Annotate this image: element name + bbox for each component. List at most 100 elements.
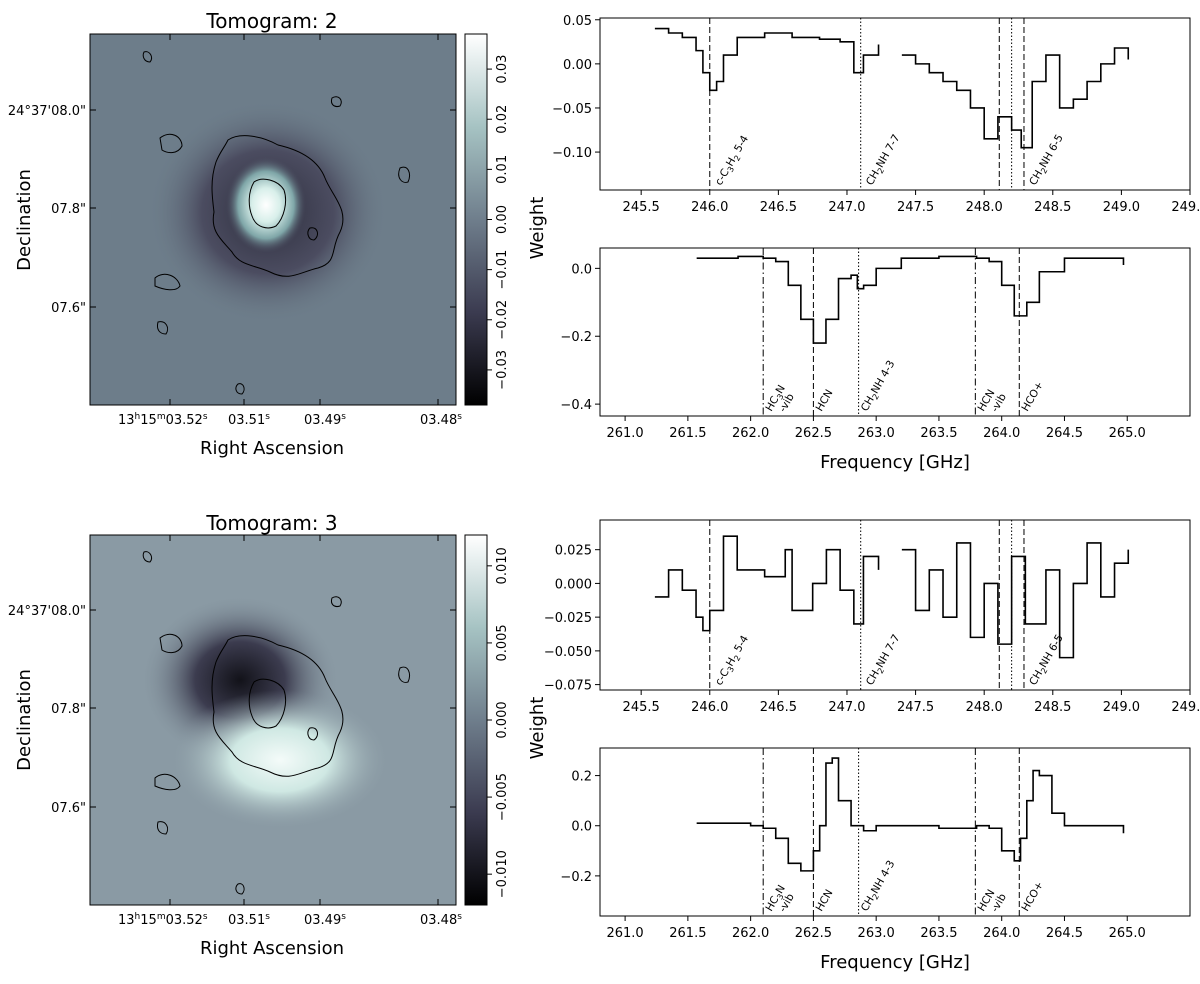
spectrum-1-marker-label-4: HCO+ xyxy=(1019,380,1046,414)
tomogram-2-panel: Tomogram: 2 13h15m03.52s 03.51s 03.49s 0… xyxy=(8,9,510,459)
spectrum-1-xtick-label: 264.0 xyxy=(983,426,1020,441)
spectrum-0-series-0 xyxy=(654,27,880,92)
spectrum-2-ytick-label: −0.075 xyxy=(544,679,592,694)
spectrum-0-ytick-label: −0.10 xyxy=(552,146,592,161)
tomogram-2-contour-inner xyxy=(248,178,287,229)
tomogram-3-panel: Tomogram: 3 13h15m03.52s 03.51s 03.49s 0… xyxy=(8,511,510,959)
spectrum-0-xtick-label: 249.5 xyxy=(1171,200,1200,215)
spectrum-3-marker-label-4: HCO+ xyxy=(1019,880,1046,914)
spectrum-plot-3: HC3N-vib HCN CH2NH 4-3 HCN-vib HCO+ 261.0 261.… xyxy=(560,747,1191,973)
spectrum-1-ytick-label: −0.2 xyxy=(560,330,592,345)
spectrum-1-xtick-label: 262.0 xyxy=(732,426,769,441)
spectrum-2-marker-label-0: c-C3H2 5-4 xyxy=(713,633,753,688)
spectrum-3-xtick-label: 262.0 xyxy=(732,926,769,941)
tomogram-2-dec-tick-2: 07.6" xyxy=(51,301,86,316)
spectrum-1-frame xyxy=(599,247,1191,417)
spectrum-3-xtick-label: 263.0 xyxy=(858,926,895,941)
tomogram-3-cbar-tick-label: 0.005 xyxy=(495,624,510,661)
spectrum-3-marker-label-3: HCN-vib xyxy=(976,885,1010,919)
spectrum-2-xtick-label: 247.5 xyxy=(897,700,934,715)
spectrum-0-xtick-label: 245.5 xyxy=(623,200,660,215)
spectrum-0-frame xyxy=(599,17,1191,191)
spectrum-0-xtick-label: 248.5 xyxy=(1034,200,1071,215)
spectrum-2-xtick-label: 248.5 xyxy=(1034,700,1071,715)
spectrum-3-xtick-label: 264.0 xyxy=(983,926,1020,941)
tomogram-3-dec-tick-1: 07.8" xyxy=(51,702,86,717)
tomogram-3-dec-tick-0: 24°37'08.0" xyxy=(8,604,86,619)
tomogram-3-ra-tick-0: 13h15m03.52s xyxy=(118,912,208,928)
spectrum-3-xtick-label: 261.0 xyxy=(606,926,643,941)
tomogram-3-dec-ticks: 24°37'08.0" 07.8" 07.6" xyxy=(8,604,456,816)
spectrum-3-marker-label-0: HC3N-vib xyxy=(763,883,798,919)
tomogram-2-title: Tomogram: 2 xyxy=(205,9,337,33)
spectrum-0-xtick-label: 249.0 xyxy=(1103,200,1140,215)
spectrum-3-xtick-label: 265.0 xyxy=(1109,926,1146,941)
tomogram-2-ra-tick-3: 03.48s xyxy=(420,412,462,428)
spectrum-0-marker-label-0: c-C3H2 5-4 xyxy=(713,133,753,188)
spectrum-0-ytick-label: 0.05 xyxy=(563,14,592,29)
spectrum-3-xtick-label: 262.5 xyxy=(795,926,832,941)
tomogram-2-cbar-tick-label: −0.02 xyxy=(495,300,510,340)
tomogram-3-ylabel: Declination xyxy=(14,669,35,771)
tomogram-3-contour-outer xyxy=(211,635,344,777)
spectrum-2-xtick-label: 246.5 xyxy=(760,700,797,715)
tomogram-3-ra-tick-1: 03.51s xyxy=(228,912,270,928)
spectrum-3-ytick-label: 0.0 xyxy=(571,820,592,835)
tomogram-3-frame xyxy=(89,534,457,906)
spectrum-3-xtick-label: 264.5 xyxy=(1046,926,1083,941)
spectrum-2-xtick-label: 248.0 xyxy=(966,700,1003,715)
spectra-plots: c-C3H2 5-4 CH2NH 7-7 CH2NH 6-5 245.5 246.0 24… xyxy=(544,14,1200,973)
tomogram-2-ra-tick-1: 03.51s xyxy=(228,412,270,428)
spectrum-3-xtick-label: 263.5 xyxy=(920,926,957,941)
spectrum-3-marker-label-1: HCN xyxy=(814,888,836,914)
tomogram-3-ra-tick-3: 03.48s xyxy=(420,912,462,928)
spectrum-1-marker-label-2: CH2NH 4-3 xyxy=(859,359,899,415)
spectrum-1-xtick-label: 263.0 xyxy=(858,426,895,441)
tomogram-2-xlabel: Right Ascension xyxy=(200,438,344,459)
spectrum-0-marker-label-1: CH2NH 7-7 xyxy=(864,133,904,189)
tomogram-3-contour-islands xyxy=(142,551,411,895)
spectrum-1-xtick-label: 264.5 xyxy=(1046,426,1083,441)
spectrum-2-marker-label-4: CH2NH 6-5 xyxy=(1027,633,1067,689)
spectrum-2-series-0 xyxy=(654,535,880,632)
spectrum-0-marker-label-4: CH2NH 6-5 xyxy=(1027,133,1067,189)
spectrum-2-ytick-label: 0.025 xyxy=(555,544,592,559)
tomogram-3-colorbar-ticks: 0.010 0.005 0.000 −0.005 −0.010 xyxy=(487,547,510,898)
tomogram-3-title: Tomogram: 3 xyxy=(205,511,337,535)
spectrum-1-xtick-label: 261.0 xyxy=(606,426,643,441)
tomogram-2-colorbar xyxy=(464,33,488,406)
spectrum-3-series-0 xyxy=(696,757,1125,872)
spectrum-0-xtick-label: 246.0 xyxy=(691,200,728,215)
spectrum-2-ytick-label: 0.000 xyxy=(555,577,592,592)
tomogram-3-ra-ticks: 13h15m03.52s 03.51s 03.49s 03.48s xyxy=(118,535,462,928)
tomogram-2-contour-outer xyxy=(211,135,344,277)
spectrum-2-frame xyxy=(599,519,1191,691)
tomogram-2-ra-tick-2: 03.49s xyxy=(304,412,346,428)
tomogram-3-cbar-tick-label: 0.010 xyxy=(495,547,510,584)
spectrum-2-series-1 xyxy=(901,542,1130,659)
tomogram-2-ylabel: Declination xyxy=(14,169,35,271)
spectrum-0-xtick-label: 247.0 xyxy=(828,200,865,215)
tomogram-2-contour-islands xyxy=(142,51,411,395)
spectrum-1-marker-label-3: HCN-vib xyxy=(976,385,1010,419)
spectrum-2-xtick-label: 249.5 xyxy=(1171,700,1200,715)
tomogram-2-core xyxy=(226,157,306,253)
spectrum-1-ytick-label: 0.0 xyxy=(571,262,592,277)
spectrum-1-ytick-label: −0.4 xyxy=(560,398,592,413)
spectrum-3-ytick-label: −0.2 xyxy=(560,870,592,885)
spectrum-3-frame xyxy=(599,747,1191,917)
tomogram-3-ra-tick-2: 03.49s xyxy=(304,912,346,928)
tomogram-3-positive-lobe xyxy=(170,690,390,830)
tomogram-2-ra-tick-0: 13h15m03.52s xyxy=(118,412,208,428)
spectrum-1-xlabel: Frequency [GHz] xyxy=(820,452,970,473)
tomogram-2-cbar-tick-label: 0.03 xyxy=(495,55,510,84)
spectrum-2-ytick-label: −0.025 xyxy=(544,611,592,626)
spectrum-plot-2: c-C3H2 5-4 CH2NH 7-7 CH2NH 6-5 245.5 246.0 24… xyxy=(544,519,1200,715)
spectrum-1-xtick-label: 265.0 xyxy=(1109,426,1146,441)
spectrum-1-marker-label-0: HC3N-vib xyxy=(763,383,798,419)
tomogram-2-dec-ticks: 24°37'08.0" 07.8" 07.6" xyxy=(8,104,456,316)
tomogram-2-dec-tick-1: 07.8" xyxy=(51,202,86,217)
spectrum-1-series-0 xyxy=(696,255,1125,344)
spectrum-3-ytick-label: 0.2 xyxy=(571,770,592,785)
